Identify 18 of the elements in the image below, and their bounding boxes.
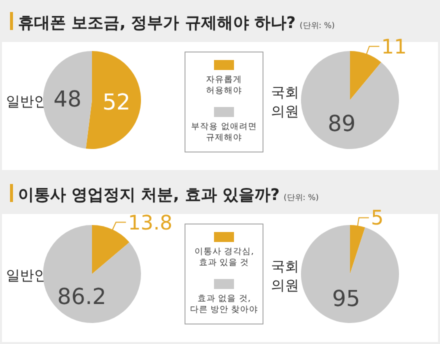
data-label: 11 — [381, 34, 407, 58]
data-label: 13.8 — [128, 210, 172, 234]
data-label: 52 — [102, 90, 130, 116]
data-label: 95 — [332, 287, 360, 312]
data-label: 89 — [328, 112, 356, 138]
text: 국회 의원 — [271, 85, 299, 120]
legend-label: 이통사 경각심, 효과 있을 것 — [194, 247, 254, 268]
text: (단위: %) — [300, 21, 335, 30]
data-label: 48 — [54, 87, 82, 112]
text: (단위: %) — [284, 193, 319, 202]
text: 이통사 영업정지 처분, 효과 있을까? — [18, 185, 280, 204]
text: 휴대폰 보조금, 정부가 규제해야 하나? — [18, 13, 296, 32]
data-label: 86.2 — [57, 285, 106, 310]
text: 국회 의원 — [271, 259, 299, 294]
legend-label: 효과 없을 것, 다른 방안 찾아야 — [190, 294, 258, 315]
legend-label: 자유롭게 허용해야 — [206, 75, 242, 96]
data-label: 5 — [370, 206, 384, 230]
legend-label: 부작용 없애려면 규제해야 — [191, 122, 257, 143]
